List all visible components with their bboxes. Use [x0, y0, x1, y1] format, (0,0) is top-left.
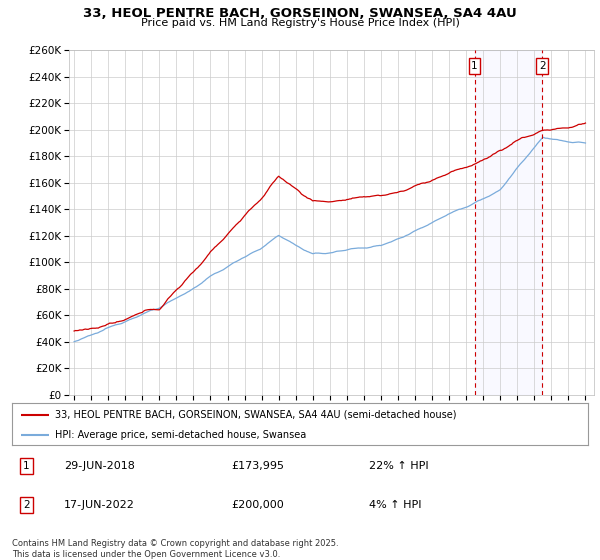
Text: 1: 1	[23, 461, 30, 471]
Text: 29-JUN-2018: 29-JUN-2018	[64, 461, 135, 471]
Text: Contains HM Land Registry data © Crown copyright and database right 2025.
This d: Contains HM Land Registry data © Crown c…	[12, 539, 338, 559]
Text: 22% ↑ HPI: 22% ↑ HPI	[369, 461, 429, 471]
Bar	[475, 50, 542, 395]
Text: 17-JUN-2022: 17-JUN-2022	[64, 500, 135, 510]
Text: 33, HEOL PENTRE BACH, GORSEINON, SWANSEA, SA4 4AU (semi-detached house): 33, HEOL PENTRE BACH, GORSEINON, SWANSEA…	[55, 410, 457, 420]
Text: Price paid vs. HM Land Registry's House Price Index (HPI): Price paid vs. HM Land Registry's House …	[140, 18, 460, 29]
Text: £200,000: £200,000	[231, 500, 284, 510]
Text: 1: 1	[471, 61, 478, 71]
Text: 4% ↑ HPI: 4% ↑ HPI	[369, 500, 422, 510]
Text: £173,995: £173,995	[231, 461, 284, 471]
Text: HPI: Average price, semi-detached house, Swansea: HPI: Average price, semi-detached house,…	[55, 430, 307, 440]
Text: 33, HEOL PENTRE BACH, GORSEINON, SWANSEA, SA4 4AU: 33, HEOL PENTRE BACH, GORSEINON, SWANSEA…	[83, 7, 517, 20]
Text: 2: 2	[539, 61, 545, 71]
Text: 2: 2	[23, 500, 30, 510]
